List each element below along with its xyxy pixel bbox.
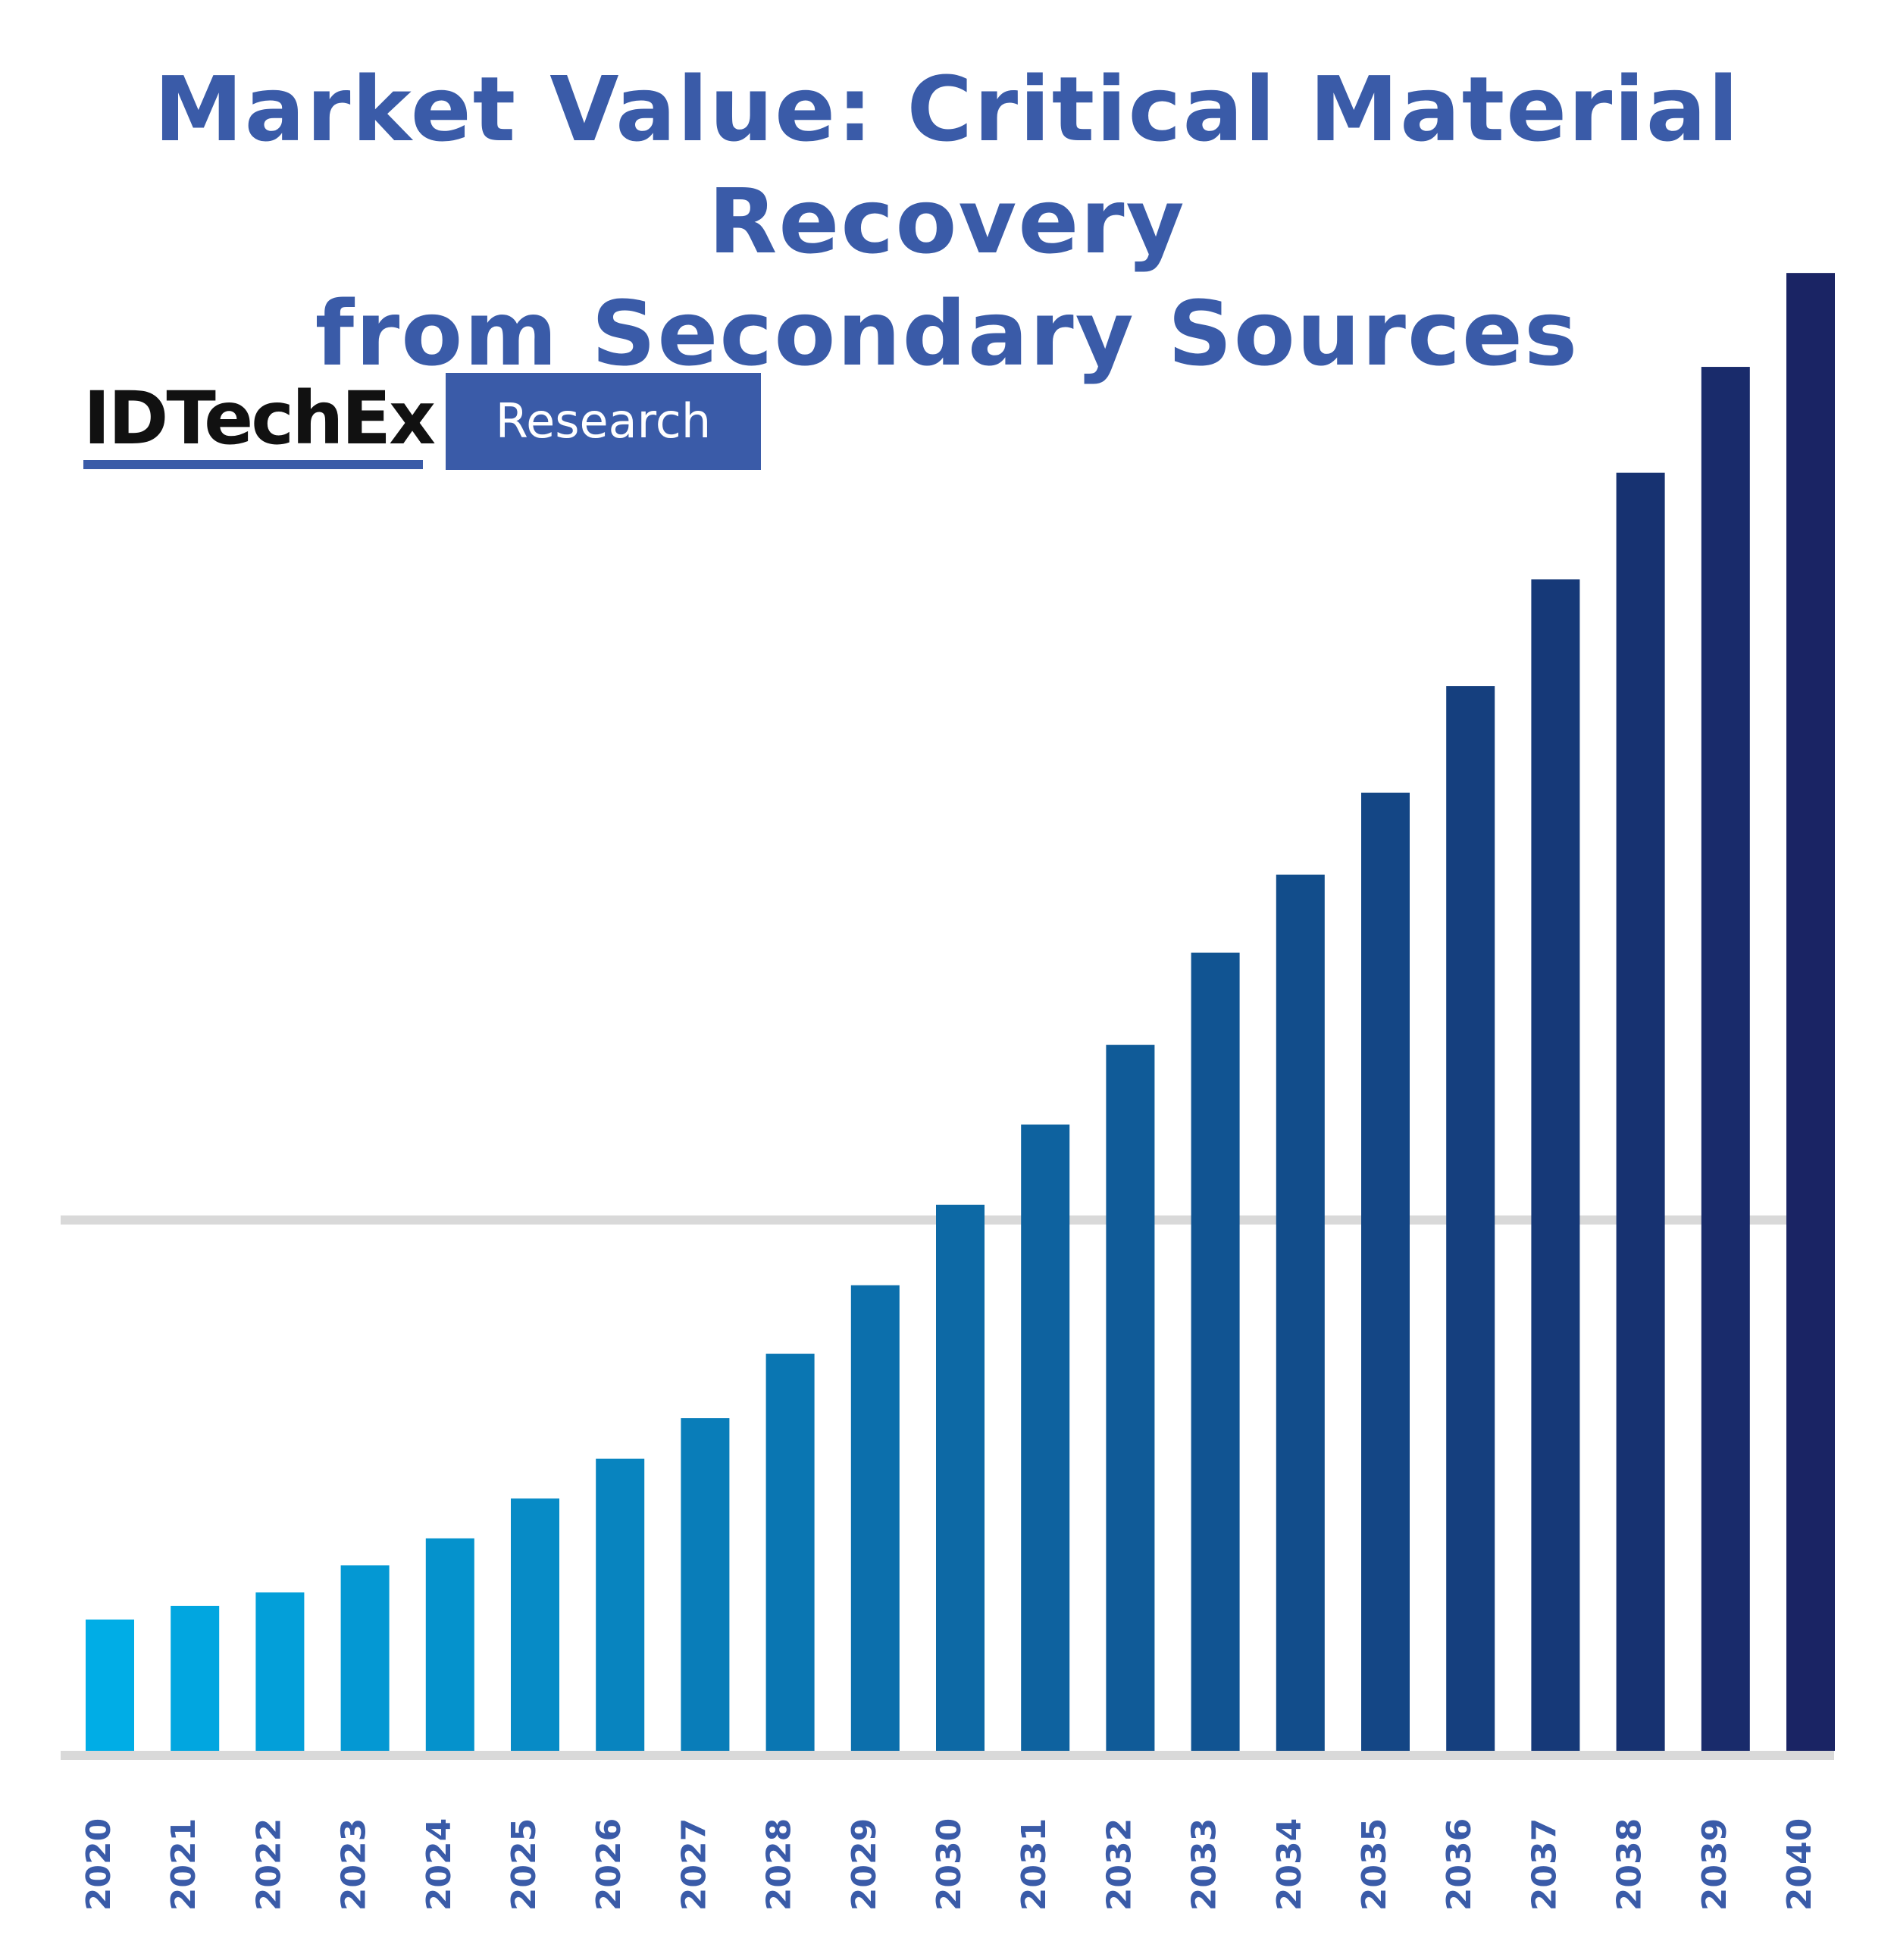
chart-title: Market Value: Critical Material Recovery… (0, 53, 1894, 390)
x-tick-label: 2021 (164, 1818, 203, 1911)
bar-2023 (340, 1565, 390, 1751)
x-tick-label: 2036 (1440, 1818, 1479, 1911)
x-tick-label: 2028 (760, 1818, 799, 1911)
bar-2036 (1446, 686, 1495, 1751)
x-tick-label: 2034 (1270, 1818, 1309, 1911)
x-tick-label: 2037 (1525, 1818, 1564, 1911)
bar-2027 (681, 1418, 730, 1751)
bar-2020 (86, 1619, 134, 1751)
brand-underline (83, 460, 423, 469)
x-tick-label: 2022 (249, 1818, 288, 1911)
x-tick-label: 2038 (1611, 1818, 1649, 1911)
x-tick-label: 2040 (1780, 1818, 1819, 1911)
bar-2028 (765, 1354, 815, 1751)
bar-2024 (425, 1538, 474, 1751)
x-tick-label: 2039 (1695, 1818, 1734, 1911)
bar-2034 (1276, 874, 1325, 1751)
bar-2021 (171, 1605, 220, 1751)
bar-2025 (511, 1498, 559, 1751)
bar-2030 (936, 1204, 985, 1751)
bar-2026 (596, 1458, 645, 1751)
x-tick-label: 2032 (1100, 1818, 1138, 1911)
bar-2032 (1106, 1044, 1155, 1751)
x-tick-label: 2026 (590, 1818, 628, 1911)
bar-2029 (850, 1285, 900, 1751)
chart-title-line-1: Market Value: Critical Material Recovery (154, 57, 1740, 274)
x-tick-label: 2023 (335, 1818, 374, 1911)
x-tick-label: 2024 (420, 1818, 459, 1911)
bar-2035 (1361, 792, 1410, 1751)
brand-name: IDTechEx (83, 376, 436, 461)
bar-2022 (255, 1592, 305, 1751)
x-tick-label: 2020 (80, 1818, 118, 1911)
x-tick-label: 2027 (675, 1818, 713, 1911)
x-tick-label: 2030 (930, 1818, 969, 1911)
x-tick-label: 2025 (505, 1818, 543, 1911)
bar-2038 (1616, 472, 1665, 1752)
x-tick-label: 2029 (845, 1818, 884, 1911)
brand-badge: Research (446, 373, 761, 470)
bar-2031 (1021, 1124, 1070, 1751)
chart-title-line-2: from Secondary Sources (315, 281, 1579, 386)
x-tick-label: 2031 (1015, 1818, 1053, 1911)
x-tick-label: 2035 (1355, 1818, 1394, 1911)
bar-2033 (1191, 952, 1240, 1751)
bar-2040 (1786, 273, 1835, 1751)
x-tick-label: 2033 (1185, 1818, 1224, 1911)
bar-2039 (1701, 367, 1750, 1751)
bar-2037 (1531, 579, 1580, 1751)
